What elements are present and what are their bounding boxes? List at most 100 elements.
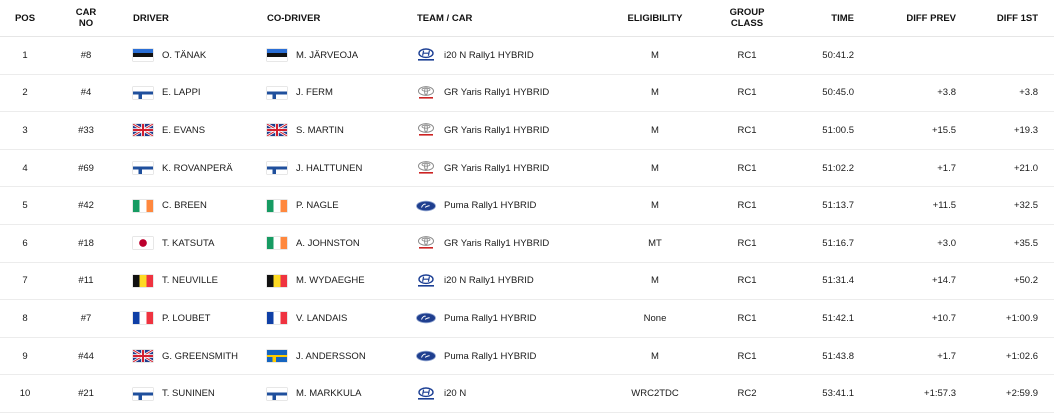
table-row-5[interactable]: 5 #42 C. BREEN P. NAGLE Puma Rally1 HYBR… bbox=[0, 186, 1054, 225]
driver-name: K. ROVANPERÄ bbox=[162, 162, 233, 174]
table-row-4[interactable]: 4 #69 K. ROVANPERÄ J. HALTTUNEN GR Yaris… bbox=[0, 149, 1054, 188]
header-row: POS CAR NO DRIVER CO-DRIVER TEAM / CAR EL… bbox=[0, 0, 1054, 37]
header-time[interactable]: TIME bbox=[776, 0, 854, 37]
team-car-cell: GR Yaris Rally1 HYBRID bbox=[414, 74, 592, 113]
table-row-7[interactable]: 7 #11 T. NEUVILLE M. WYDAEGHE i20 N Rall… bbox=[0, 262, 1054, 301]
diff-prev-cell: +1.7 bbox=[896, 149, 974, 188]
spacer-cell bbox=[854, 186, 896, 225]
co-driver-cell[interactable]: M. WYDAEGHE bbox=[256, 262, 414, 301]
eligibility-cell: M bbox=[592, 74, 718, 113]
pos-cell: 8 bbox=[0, 299, 50, 338]
diff-1st-cell: +35.5 bbox=[974, 224, 1054, 263]
diff-1st-cell: +3.8 bbox=[974, 74, 1054, 113]
eligibility-cell: None bbox=[592, 299, 718, 338]
spacer-cell bbox=[854, 299, 896, 338]
header-diff-prev[interactable]: DIFF PREV bbox=[896, 0, 974, 37]
team-car-cell: i20 N Rally1 HYBRID bbox=[414, 262, 592, 301]
spacer-cell bbox=[854, 262, 896, 301]
time-cell: 51:43.8 bbox=[776, 337, 854, 376]
diff-prev-cell bbox=[896, 36, 974, 75]
group-class-cell: RC1 bbox=[718, 337, 776, 376]
toyota-logo-icon bbox=[414, 85, 438, 100]
co-driver-name: P. NAGLE bbox=[296, 200, 339, 212]
co-driver-flag-finland-icon bbox=[267, 387, 287, 400]
header-spacer bbox=[854, 0, 896, 37]
co-driver-name: J. FERM bbox=[296, 87, 333, 99]
car-name: Puma Rally1 HYBRID bbox=[444, 350, 537, 362]
co-driver-name: J. HALTTUNEN bbox=[296, 162, 363, 174]
driver-flag-finland-icon bbox=[133, 387, 153, 400]
co-driver-cell[interactable]: A. JOHNSTON bbox=[256, 224, 414, 263]
car-no-cell: #8 bbox=[50, 36, 122, 75]
table-row-6[interactable]: 6 #18 T. KATSUTA A. JOHNSTON GR Yaris Ra… bbox=[0, 224, 1054, 263]
co-driver-cell[interactable]: M. JÄRVEOJA bbox=[256, 36, 414, 75]
driver-cell[interactable]: E. EVANS bbox=[122, 111, 256, 150]
table-row-8[interactable]: 8 #7 P. LOUBET V. LANDAIS Puma Rally1 HY… bbox=[0, 299, 1054, 338]
driver-flag-uk-icon bbox=[132, 123, 154, 138]
table-row-9[interactable]: 9 #44 G. GREENSMITH J. ANDERSSON Puma Ra… bbox=[0, 337, 1054, 376]
car-no-cell: #69 bbox=[50, 149, 122, 188]
co-driver-flag-sweden-icon bbox=[267, 350, 287, 363]
diff-prev-cell: +3.0 bbox=[896, 224, 974, 263]
co-driver-flag-ireland-icon bbox=[267, 237, 287, 250]
header-eligibility[interactable]: ELIGIBILITY bbox=[592, 0, 718, 37]
eligibility-cell: M bbox=[592, 186, 718, 225]
pos-cell: 4 bbox=[0, 149, 50, 188]
co-driver-cell[interactable]: P. NAGLE bbox=[256, 186, 414, 225]
diff-prev-cell: +15.5 bbox=[896, 111, 974, 150]
diff-1st-cell: +50.2 bbox=[974, 262, 1054, 301]
table-row-2[interactable]: 2 #4 E. LAPPI J. FERM GR Yaris Rally1 HY… bbox=[0, 74, 1054, 113]
driver-cell[interactable]: E. LAPPI bbox=[122, 74, 256, 113]
driver-cell[interactable]: T. NEUVILLE bbox=[122, 262, 256, 301]
co-driver-name: M. WYDAEGHE bbox=[296, 275, 365, 287]
driver-cell[interactable]: C. BREEN bbox=[122, 186, 256, 225]
co-driver-cell[interactable]: J. HALTTUNEN bbox=[256, 149, 414, 188]
team-car-cell: GR Yaris Rally1 HYBRID bbox=[414, 111, 592, 150]
hyundai-logo-icon bbox=[414, 386, 438, 401]
time-cell: 51:13.7 bbox=[776, 186, 854, 225]
header-pos[interactable]: POS bbox=[0, 0, 50, 37]
diff-prev-cell: +14.7 bbox=[896, 262, 974, 301]
co-driver-cell[interactable]: J. ANDERSSON bbox=[256, 337, 414, 376]
co-driver-cell[interactable]: S. MARTIN bbox=[256, 111, 414, 150]
spacer-cell bbox=[854, 149, 896, 188]
team-car-cell: Puma Rally1 HYBRID bbox=[414, 337, 592, 376]
car-name: GR Yaris Rally1 HYBRID bbox=[444, 237, 550, 249]
co-driver-flag-france-icon bbox=[267, 312, 287, 325]
driver-name: C. BREEN bbox=[162, 200, 207, 212]
driver-cell[interactable]: P. LOUBET bbox=[122, 299, 256, 338]
time-cell: 51:31.4 bbox=[776, 262, 854, 301]
group-class-cell: RC1 bbox=[718, 74, 776, 113]
hyundai-logo-icon bbox=[414, 48, 438, 62]
car-name: i20 N Rally1 HYBRID bbox=[444, 49, 534, 61]
pos-cell: 7 bbox=[0, 262, 50, 301]
driver-cell[interactable]: T. KATSUTA bbox=[122, 224, 256, 263]
diff-1st-cell: +1:02.6 bbox=[974, 337, 1054, 376]
driver-cell[interactable]: K. ROVANPERÄ bbox=[122, 149, 256, 188]
header-group-class[interactable]: GROUP CLASS bbox=[718, 0, 776, 37]
co-driver-cell[interactable]: V. LANDAIS bbox=[256, 299, 414, 338]
header-co-driver[interactable]: CO-DRIVER bbox=[256, 0, 414, 37]
driver-cell[interactable]: G. GREENSMITH bbox=[122, 337, 256, 376]
eligibility-cell: MT bbox=[592, 224, 718, 263]
group-class-cell: RC1 bbox=[718, 186, 776, 225]
eligibility-cell: M bbox=[592, 262, 718, 301]
toyota-logo-icon bbox=[414, 236, 438, 250]
table-row-1[interactable]: 1 #8 O. TÄNAK M. JÄRVEOJA i20 N Rally1 H… bbox=[0, 36, 1054, 75]
group-class-cell: RC1 bbox=[718, 224, 776, 263]
table-row-3[interactable]: 3 #33 E. EVANS S. MARTIN GR Yaris Rally1… bbox=[0, 111, 1054, 150]
spacer-cell bbox=[854, 337, 896, 376]
driver-cell[interactable]: O. TÄNAK bbox=[122, 36, 256, 75]
driver-name: T. KATSUTA bbox=[162, 237, 215, 249]
co-driver-cell[interactable]: J. FERM bbox=[256, 74, 414, 113]
driver-name: T. NEUVILLE bbox=[162, 275, 218, 287]
driver-flag-ireland-icon bbox=[133, 199, 153, 212]
header-driver[interactable]: DRIVER bbox=[122, 0, 256, 37]
driver-flag-finland-icon bbox=[133, 86, 153, 99]
time-cell: 51:02.2 bbox=[776, 149, 854, 188]
header-team-car[interactable]: TEAM / CAR bbox=[414, 0, 592, 37]
header-diff-1st[interactable]: DIFF 1ST bbox=[974, 0, 1054, 37]
spacer-cell bbox=[854, 36, 896, 75]
header-car-no[interactable]: CAR NO bbox=[50, 0, 122, 37]
driver-name: T. SUNINEN bbox=[162, 388, 215, 400]
